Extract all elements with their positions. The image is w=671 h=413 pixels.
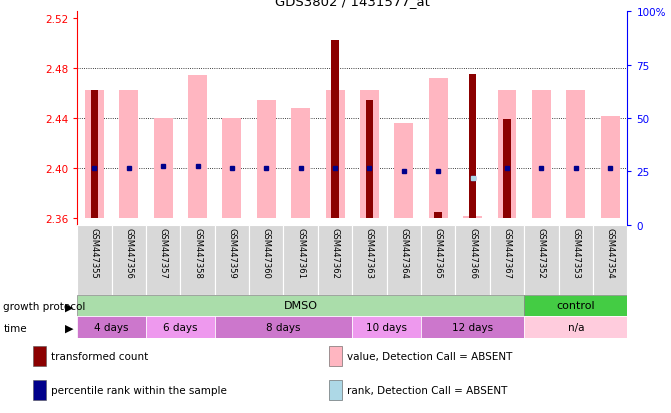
Bar [329, 380, 342, 400]
Bar [601, 116, 619, 219]
Text: GSM447353: GSM447353 [571, 227, 580, 278]
Bar [395, 124, 413, 219]
Bar [503, 120, 511, 219]
Text: GSM447364: GSM447364 [399, 227, 409, 278]
Text: 12 days: 12 days [452, 322, 493, 332]
Bar [180, 225, 215, 295]
Text: value, Detection Call = ABSENT: value, Detection Call = ABSENT [347, 351, 512, 361]
Bar [463, 216, 482, 219]
Bar [77, 225, 111, 295]
Bar [283, 225, 318, 295]
Bar [154, 119, 172, 219]
Bar [325, 91, 344, 219]
Text: GSM447352: GSM447352 [537, 227, 546, 278]
Bar [77, 316, 146, 339]
Bar [215, 316, 352, 339]
Title: GDS3802 / 1431577_at: GDS3802 / 1431577_at [275, 0, 429, 8]
Bar [559, 225, 593, 295]
Text: transformed count: transformed count [51, 351, 148, 361]
Bar [524, 295, 627, 316]
Bar [318, 225, 352, 295]
Text: GSM447356: GSM447356 [124, 227, 134, 278]
Bar [215, 225, 249, 295]
Bar [490, 225, 524, 295]
Text: ▶: ▶ [65, 323, 74, 333]
Text: growth protocol: growth protocol [3, 301, 86, 311]
Bar [329, 346, 342, 366]
Bar [366, 101, 373, 219]
Bar [352, 316, 421, 339]
Text: rank, Detection Call = ABSENT: rank, Detection Call = ABSENT [347, 385, 507, 395]
Bar [421, 225, 456, 295]
Bar [386, 225, 421, 295]
Text: GSM447363: GSM447363 [365, 227, 374, 278]
Bar [146, 225, 180, 295]
Text: ▶: ▶ [65, 301, 74, 311]
Text: 10 days: 10 days [366, 322, 407, 332]
Bar [566, 91, 585, 219]
Bar [257, 101, 276, 219]
Text: 4 days: 4 days [95, 322, 129, 332]
Text: GSM447355: GSM447355 [90, 227, 99, 278]
Bar [593, 225, 627, 295]
Text: DMSO: DMSO [284, 301, 317, 311]
Text: n/a: n/a [568, 322, 584, 332]
Bar [360, 91, 379, 219]
Bar [524, 225, 558, 295]
Text: GSM447365: GSM447365 [433, 227, 443, 278]
Bar [249, 225, 283, 295]
Text: GSM447359: GSM447359 [227, 227, 236, 278]
Bar [33, 346, 46, 366]
Text: 8 days: 8 days [266, 322, 301, 332]
Text: percentile rank within the sample: percentile rank within the sample [51, 385, 227, 395]
Text: 6 days: 6 days [163, 322, 197, 332]
Bar [498, 91, 517, 219]
Bar [146, 316, 215, 339]
Text: GSM447358: GSM447358 [193, 227, 202, 278]
Bar [77, 295, 524, 316]
Bar [119, 91, 138, 219]
Text: time: time [3, 323, 27, 333]
Bar [429, 79, 448, 219]
Bar [85, 91, 104, 219]
Text: GSM447360: GSM447360 [262, 227, 271, 278]
Text: GSM447366: GSM447366 [468, 227, 477, 278]
Bar [352, 225, 386, 295]
Bar [469, 75, 476, 219]
Text: GSM447362: GSM447362 [331, 227, 340, 278]
Bar [434, 213, 442, 219]
Bar [223, 119, 242, 219]
Bar [91, 91, 98, 219]
Bar [188, 76, 207, 219]
Bar [421, 316, 524, 339]
Bar [111, 225, 146, 295]
Text: control: control [556, 301, 595, 311]
Bar [291, 109, 310, 219]
Bar [33, 380, 46, 400]
Bar [532, 91, 551, 219]
Bar [524, 316, 627, 339]
Text: GSM447367: GSM447367 [503, 227, 511, 278]
Bar [331, 41, 339, 219]
Text: GSM447361: GSM447361 [296, 227, 305, 278]
Text: GSM447354: GSM447354 [606, 227, 615, 278]
Bar [456, 225, 490, 295]
Text: GSM447357: GSM447357 [158, 227, 168, 278]
